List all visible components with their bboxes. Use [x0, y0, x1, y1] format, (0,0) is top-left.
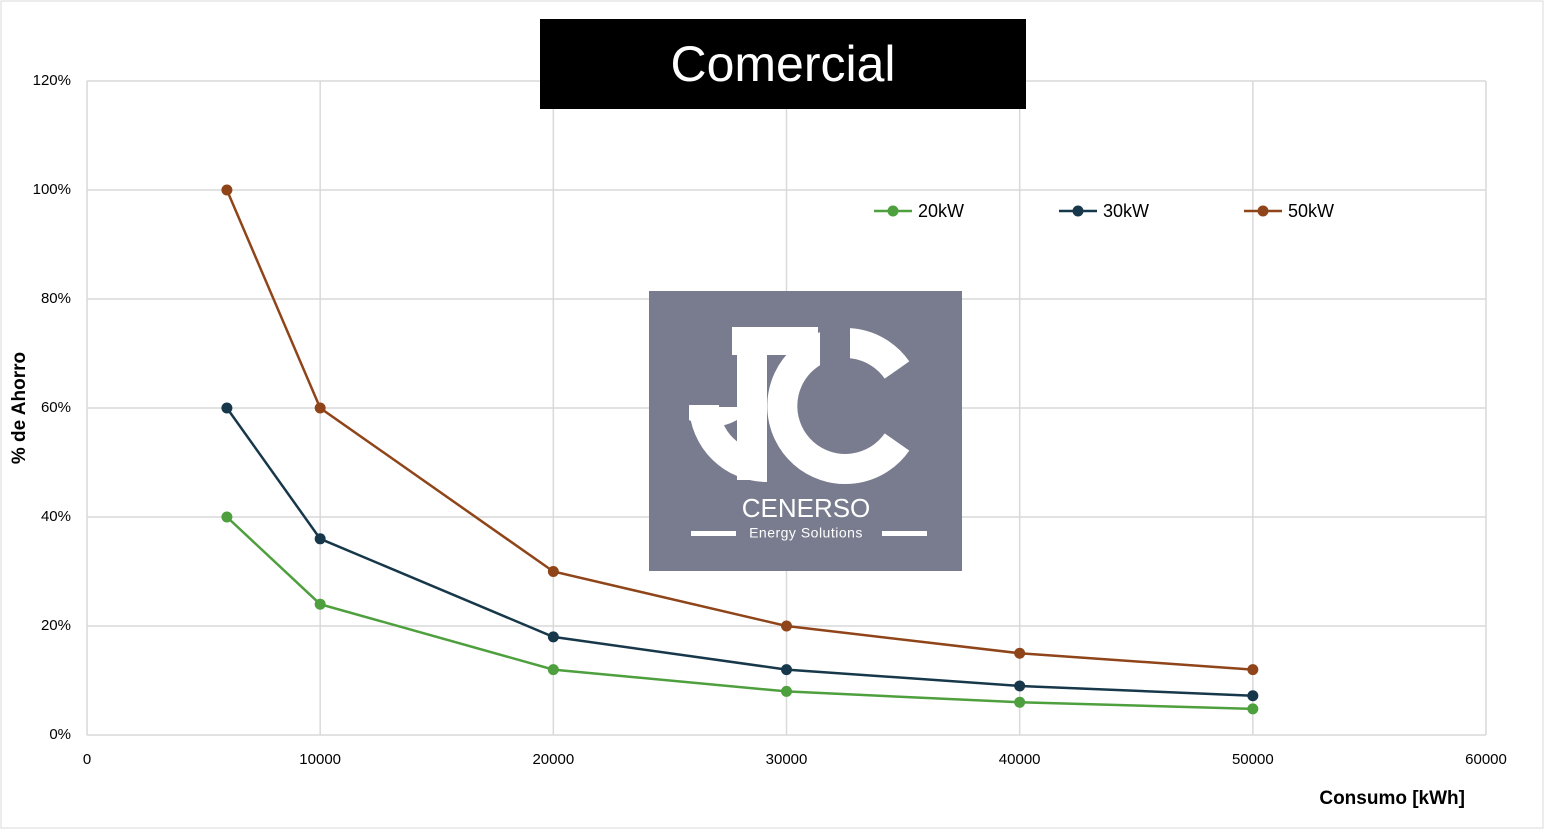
logo-rule [691, 531, 736, 536]
legend-marker [887, 205, 899, 217]
point [1247, 703, 1259, 715]
title-box [540, 19, 1026, 109]
x-tick-label: 40000 [999, 751, 1041, 768]
point [781, 620, 792, 632]
point [1014, 647, 1026, 659]
logo-arc [689, 405, 767, 482]
x-tick-label: 60000 [1465, 751, 1507, 768]
y-tick-label: 100% [33, 181, 71, 198]
x-tick-label: 20000 [532, 751, 574, 768]
y-tick-label: 40% [41, 508, 71, 525]
point [1014, 696, 1026, 708]
point [221, 184, 233, 196]
logo-j [689, 327, 818, 480]
x-tick-label: 10000 [299, 751, 341, 768]
point [547, 631, 559, 643]
chart-title: Comercial [670, 36, 895, 92]
series-line [226, 516, 1253, 711]
y-tick-label: 80% [41, 290, 71, 307]
point [221, 402, 233, 414]
y-tick-label: 20% [41, 617, 71, 634]
logo-cut [820, 327, 850, 372]
legend-label: 50kW [1288, 201, 1334, 221]
logo: CENERSO Energy Solutions [649, 291, 962, 571]
y-axis-label: % de Ahorro [9, 352, 30, 464]
y-tick-label: 120% [33, 72, 71, 89]
series-line [225, 189, 1253, 671]
legend-marker [1072, 205, 1084, 217]
point [781, 685, 792, 697]
point [1247, 690, 1259, 702]
y-tick-label: 0% [49, 726, 71, 743]
logo-rule [882, 531, 927, 536]
point [1247, 664, 1259, 676]
grid [86, 80, 1487, 736]
point [547, 566, 559, 577]
x-axis-label: Consumo [kWh] [1319, 788, 1465, 809]
x-tick-label: 0 [83, 751, 91, 768]
legend-label: 20kW [918, 201, 964, 221]
point [314, 402, 326, 414]
series-line [225, 407, 1253, 698]
point [781, 664, 792, 676]
logo-c [767, 328, 910, 484]
legend-label: 30kW [1103, 201, 1149, 221]
logo-name: CENERSO [742, 493, 871, 523]
point [314, 598, 326, 610]
point [547, 664, 559, 676]
point [1014, 680, 1026, 692]
x-tick-label: 50000 [1232, 751, 1274, 768]
legend-marker [1257, 205, 1269, 217]
logo-tagline: Energy Solutions [749, 525, 863, 541]
y-tick-label: 60% [41, 399, 71, 416]
point [221, 511, 233, 523]
point [314, 533, 326, 545]
x-tick-label: 30000 [766, 751, 808, 768]
